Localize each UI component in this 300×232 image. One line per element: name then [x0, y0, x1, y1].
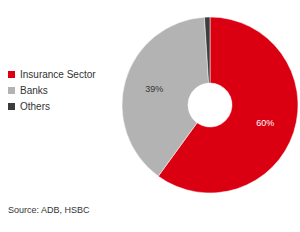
html-text:Insurance Sector: Insurance Sector [20, 68, 96, 80]
html-text:Others: Others [20, 100, 50, 112]
html-text:Source: ADB, HSBC: Source: ADB, HSBC [8, 205, 90, 215]
html-text:Banks: Banks [20, 84, 48, 96]
svg-text:39%: 39% [145, 84, 163, 94]
svg-text:60%: 60% [256, 118, 274, 128]
